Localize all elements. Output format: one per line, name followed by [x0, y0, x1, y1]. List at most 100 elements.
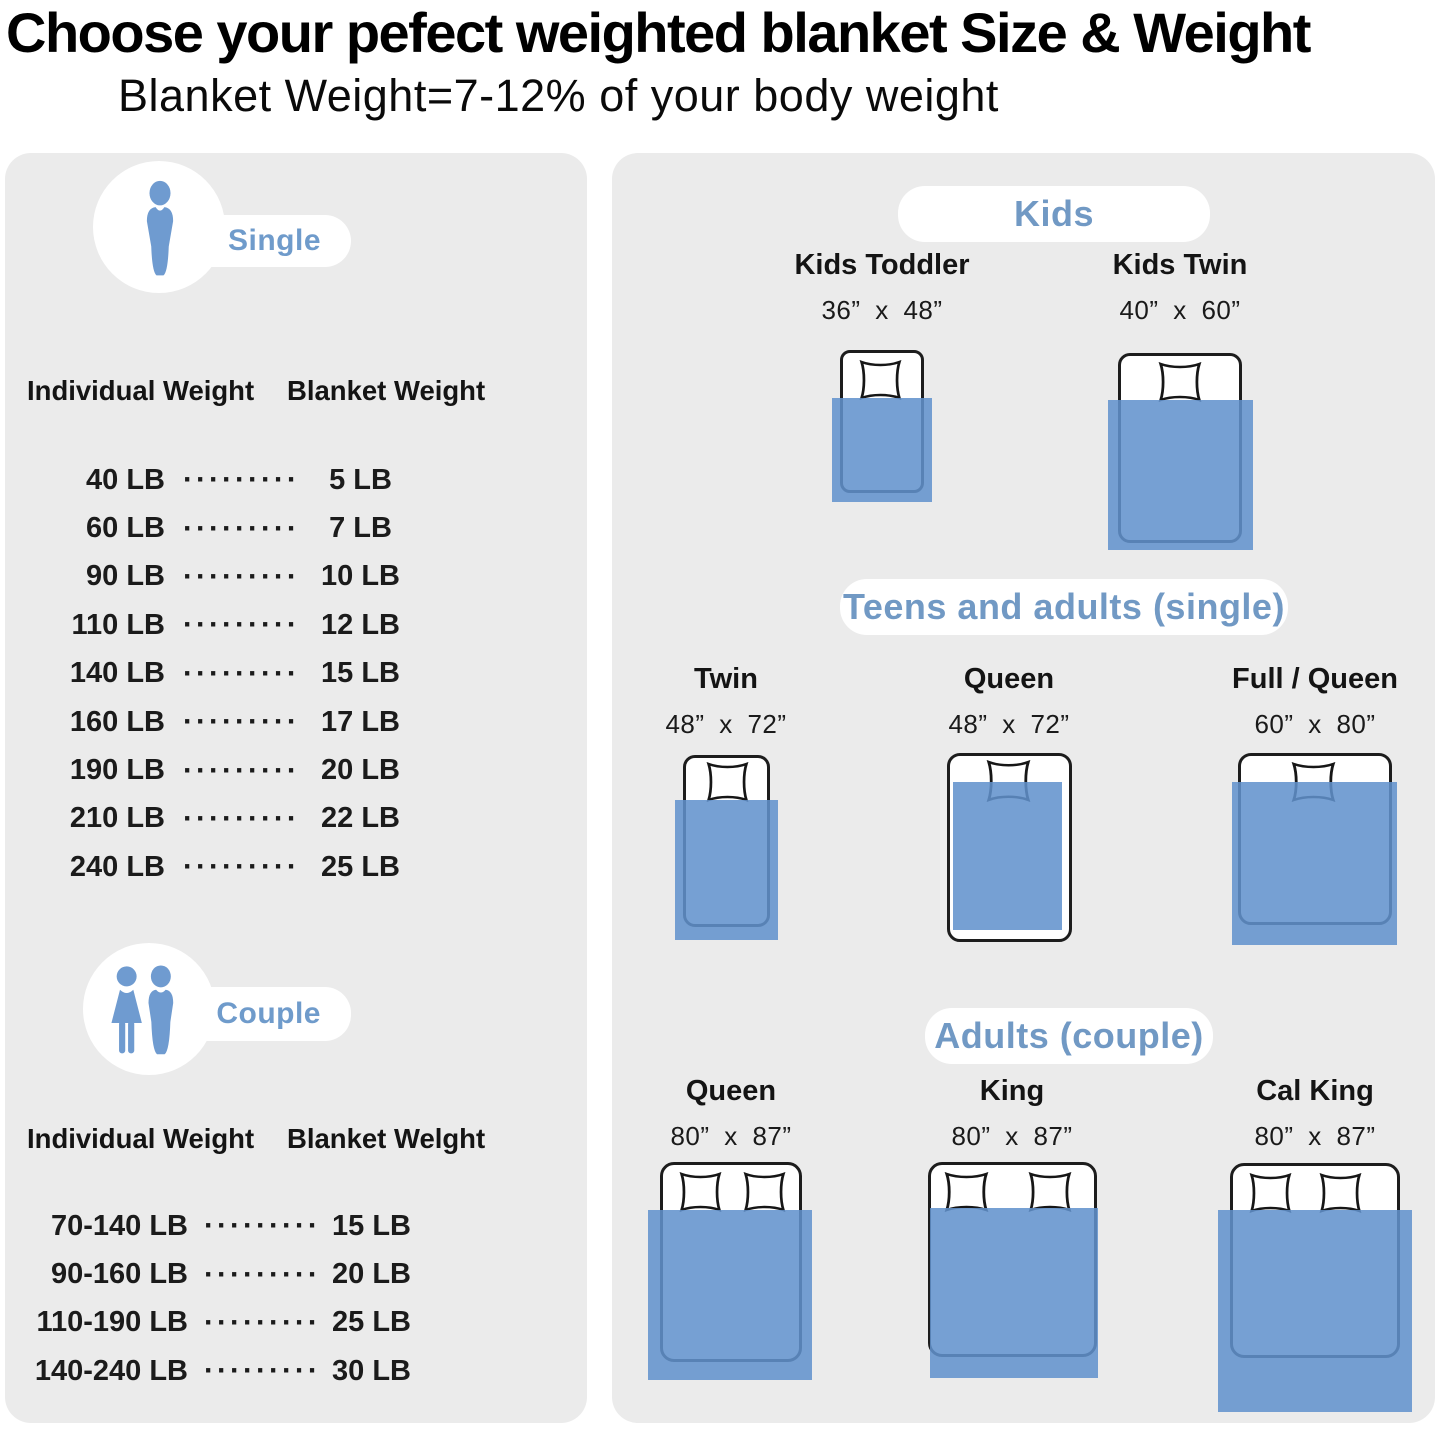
dotted-leader: ············· — [204, 1361, 316, 1382]
blanket-weight-value: 7 LB — [329, 512, 392, 545]
dotted-leader: ············· — [183, 808, 295, 829]
table-row: 140-240 LB ············· 30 LB — [5, 1347, 587, 1395]
individual-weight-value: 70-140 LB — [50, 1209, 188, 1242]
blanket-weight-value: 22 LB — [321, 802, 400, 835]
individual-weight-value: 40 LB — [86, 463, 165, 496]
dotted-leader: ············· — [183, 857, 295, 878]
dotted-leader: ············· — [183, 470, 295, 491]
weight-table-panel: Single Individual Weight Blanket Weight … — [5, 153, 587, 1423]
bed-name: Full / Queen — [1232, 663, 1398, 695]
blanket-weight-value: 15 LB — [321, 657, 400, 690]
blanket-weight-value: 30 LB — [332, 1354, 411, 1387]
blanket-overlay — [953, 782, 1062, 930]
table-row: 140 LB ············· 15 LB — [5, 650, 587, 698]
pillow-icon — [679, 1172, 722, 1212]
bed-name: Kids Twin — [1112, 249, 1248, 281]
dotted-leader: ············· — [183, 712, 295, 733]
dotted-leader: ············· — [183, 663, 295, 684]
table-row: 90 LB ············· 10 LB — [5, 553, 587, 601]
table-row: 70-140 LB ············· 15 LB — [5, 1202, 587, 1250]
blanket-weight-value: 10 LB — [321, 560, 400, 593]
table-row: 160 LB ············· 17 LB — [5, 698, 587, 746]
single-weight-table: 40 LB ············· 5 LB 60 LB ·········… — [5, 456, 587, 892]
dotted-leader: ············· — [183, 615, 295, 636]
bed-name: King — [979, 1075, 1045, 1107]
table-row: 60 LB ············· 7 LB — [5, 504, 587, 552]
couple-col2-header: Blanket Welght — [287, 1123, 486, 1154]
single-label: Single — [227, 224, 321, 257]
blanket-overlay — [648, 1210, 812, 1380]
bed-size: 80” x 87” — [1254, 1121, 1376, 1151]
table-row: 90-160 LB ············· 20 LB — [5, 1250, 587, 1298]
bed-size: 36” x 48” — [821, 295, 943, 325]
pillow-icon — [1158, 362, 1202, 402]
couple-col1-header: Individual Weight — [27, 1123, 255, 1154]
bed-name: Twin — [694, 663, 758, 695]
pillow-icon — [743, 1172, 786, 1212]
bed-name: Kids Toddler — [794, 249, 970, 281]
individual-weight-value: 110-190 LB — [36, 1306, 188, 1339]
blanket-overlay — [930, 1208, 1098, 1378]
page-title: Choose your pefect weighted blanket Size… — [6, 1, 1311, 64]
pillow-icon — [706, 762, 749, 802]
single-col2-header: Blanket Weight — [287, 375, 486, 406]
individual-weight-value: 140-240 LB — [34, 1354, 188, 1387]
bed-size: 40” x 60” — [1119, 295, 1241, 325]
couple-label: Couple — [216, 997, 321, 1030]
bed-size: 80” x 87” — [951, 1121, 1073, 1151]
pillow-icon — [1028, 1172, 1072, 1212]
dotted-leader: ············· — [183, 518, 295, 539]
individual-weight-value: 60 LB — [86, 512, 165, 545]
blanket-weight-value: 20 LB — [321, 754, 400, 787]
blanket-weight-value: 25 LB — [321, 850, 400, 883]
blanket-overlay — [1232, 782, 1397, 945]
table-row: 190 LB ············· 20 LB — [5, 746, 587, 794]
teens-section-label: Teens and adults (single) — [843, 586, 1285, 627]
dotted-leader: ············· — [204, 1264, 316, 1285]
kids-section-pill: Kids — [898, 186, 1210, 242]
teens-section-pill: Teens and adults (single) — [840, 579, 1288, 635]
individual-weight-value: 90 LB — [86, 560, 165, 593]
blanket-overlay — [1218, 1210, 1412, 1412]
bed-name: Cal King — [1256, 1075, 1374, 1107]
couple-icon — [111, 965, 174, 1055]
single-person-icon — [146, 180, 174, 276]
table-row: 240 LB ············· 25 LB — [5, 843, 587, 891]
adults-section-pill: Adults (couple) — [925, 1008, 1213, 1064]
size-diagram-panel: Kids Kids Toddler 36” x 48” Kids Twin 40… — [612, 153, 1435, 1423]
dotted-leader: ············· — [183, 566, 295, 587]
blanket-overlay — [1108, 400, 1253, 550]
pillow-icon — [1319, 1173, 1362, 1213]
blanket-weight-value: 25 LB — [332, 1306, 411, 1339]
dotted-leader: ············· — [204, 1216, 316, 1237]
individual-weight-value: 140 LB — [69, 657, 165, 690]
adults-section-label: Adults (couple) — [934, 1015, 1204, 1056]
individual-weight-value: 240 LB — [69, 850, 165, 883]
single-col1-header: Individual Weight — [27, 375, 255, 406]
bed-size: 80” x 87” — [670, 1121, 792, 1151]
kids-section-label: Kids — [1013, 193, 1094, 234]
blanket-overlay — [675, 800, 778, 940]
individual-weight-value: 110 LB — [71, 608, 166, 641]
bed-name: Queen — [685, 1075, 777, 1107]
table-row: 110 LB ············· 12 LB — [5, 601, 587, 649]
individual-weight-value: 190 LB — [69, 754, 165, 787]
pillow-icon — [859, 360, 902, 400]
couple-weight-table: 70-140 LB ············· 15 LB 90-160 LB … — [5, 1202, 587, 1396]
page-subtitle: Blanket Weight=7-12% of your body weight — [118, 70, 999, 121]
pillow-icon — [1249, 1173, 1292, 1213]
dotted-leader: ············· — [183, 760, 295, 781]
individual-weight-value: 160 LB — [69, 705, 165, 738]
table-row: 110-190 LB ············· 25 LB — [5, 1299, 587, 1347]
blanket-overlay — [832, 398, 932, 502]
bed-size: 60” x 80” — [1254, 709, 1376, 739]
blanket-weight-value: 12 LB — [321, 608, 400, 641]
bed-size: 48” x 72” — [665, 709, 787, 739]
couple-badge-circle — [83, 943, 215, 1075]
table-row: 210 LB ············· 22 LB — [5, 795, 587, 843]
blanket-weight-value: 15 LB — [332, 1209, 411, 1242]
pillow-icon — [944, 1172, 989, 1212]
individual-weight-value: 90-160 LB — [50, 1258, 188, 1291]
table-row: 40 LB ············· 5 LB — [5, 456, 587, 504]
